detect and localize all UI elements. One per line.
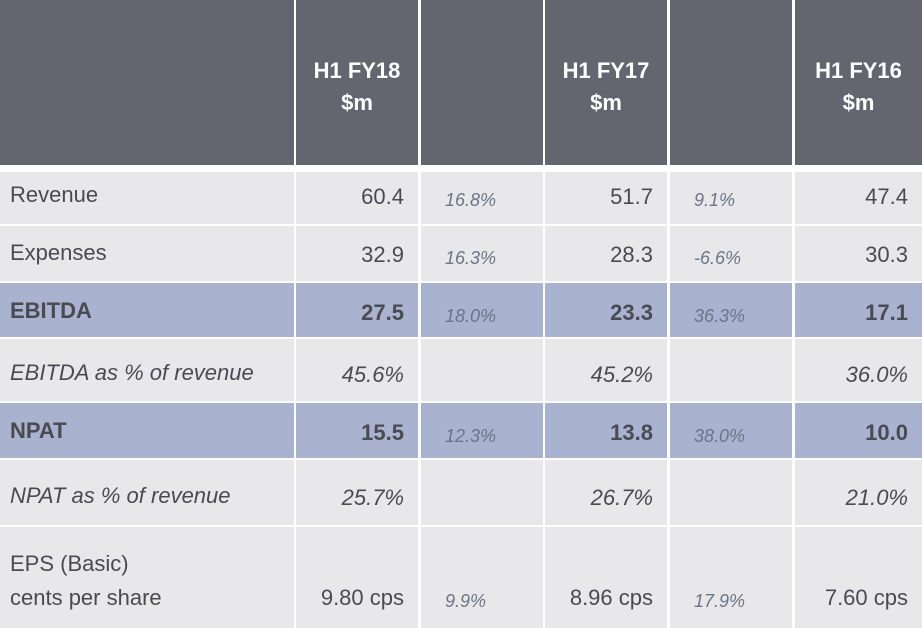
ebitda-fy18-cell: [296, 283, 418, 337]
expenses-fy17-cell: [545, 226, 667, 281]
npat-growth-g17: 38.0%: [694, 426, 746, 446]
eps-label: EPS (Basic) cents per share: [0, 547, 294, 615]
revenue-value-fy16: 47.4: [865, 184, 908, 209]
expenses-label-cell: [0, 226, 294, 281]
header-fy18-cell: H1 FY18 $m: [296, 0, 418, 165]
npat-fy16-cell: [795, 403, 922, 458]
npat-margin-g17-cell: [670, 460, 792, 525]
expenses-value-fy16: 30.3: [865, 242, 908, 267]
npat-fy18-cell: [296, 403, 418, 458]
eps-value-fy18: 9.80 cps: [320, 585, 404, 610]
npat-growth-g18: 12.3%: [445, 426, 497, 446]
npat-margin-fy17-cell: [545, 460, 667, 525]
ebitda-label: EBITDA: [10, 298, 92, 323]
ebitda-margin-fy17-cell: [545, 339, 667, 401]
npat-fy17-cell: [545, 403, 667, 458]
header-fy18-period: H1 FY18: [313, 58, 401, 83]
ebitda-margin-g17-cell: [670, 339, 792, 401]
npat-value-fy16: 10.0: [865, 420, 908, 445]
npat-value-fy18: 15.5: [361, 420, 404, 445]
ebitda-g17-cell: [670, 283, 792, 337]
expenses-value-fy17: 28.3: [610, 242, 653, 267]
expenses-label: Expenses: [10, 240, 107, 265]
revenue-g18-cell: [421, 172, 543, 224]
header-fy16-cell: H1 FY16 $m: [795, 0, 922, 165]
ebitda-fy16-cell: [795, 283, 922, 337]
expenses-g17-cell: [670, 226, 792, 281]
npat-g17-cell: [670, 403, 792, 458]
npat-label-cell: [0, 403, 294, 458]
npat-label: NPAT: [10, 418, 67, 443]
ebitda-growth-g18: 18.0%: [445, 306, 497, 326]
revenue-fy17-cell: [545, 172, 667, 224]
header-growth17-cell: [670, 0, 792, 165]
eps-label-line1: EPS (Basic): [10, 551, 129, 576]
npat-value-fy17: 13.8: [610, 420, 653, 445]
header-fy16-period: H1 FY16: [815, 58, 902, 83]
ebitda-margin-fy18-cell: [296, 339, 418, 401]
ebitda-g18-cell: [421, 283, 543, 337]
eps-label-cell: [0, 527, 294, 628]
ebitda-margin-g18-cell: [421, 339, 543, 401]
eps-growth-g18: 9.9%: [445, 591, 487, 611]
npat-margin-label: NPAT as % of revenue: [10, 483, 231, 508]
header-growth18-cell: [421, 0, 543, 165]
expenses-growth-g18: 16.3%: [445, 248, 497, 268]
eps-growth-g17: 17.9%: [694, 591, 746, 611]
npat-margin-fy16-cell: [795, 460, 922, 525]
header-fy17-unit: $m: [590, 90, 622, 115]
expenses-g18-cell: [421, 226, 543, 281]
npat-margin-g18-cell: [421, 460, 543, 525]
ebitda-margin-fy16-cell: [795, 339, 922, 401]
revenue-growth-g17: 9.1%: [694, 190, 736, 210]
npat-g18-cell: [421, 403, 543, 458]
ebitda-fy17-cell: [545, 283, 667, 337]
npat-margin-value-fy18: 25.7%: [341, 485, 404, 510]
revenue-value-fy18: 60.4: [361, 184, 404, 209]
ebitda-margin-label-cell: [0, 339, 294, 401]
header-fy16-unit: $m: [842, 90, 875, 115]
ebitda-value-fy16: 17.1: [865, 300, 908, 325]
eps-label-line2: cents per share: [10, 585, 162, 610]
revenue-label: Revenue: [10, 182, 99, 207]
ebitda-margin-value-fy18: 45.6%: [341, 362, 404, 387]
ebitda-margin-value-fy17: 45.2%: [590, 362, 653, 387]
expenses-value-fy18: 32.9: [361, 242, 404, 267]
revenue-fy16-cell: [795, 172, 922, 224]
eps-value-fy17: 8.96 cps: [569, 585, 653, 610]
eps-fy16-cell: [795, 527, 922, 628]
header-fy17-cell: H1 FY17 $m: [545, 0, 667, 165]
header-label-cell: [0, 0, 294, 165]
revenue-label-cell: [0, 172, 294, 224]
npat-margin-value-fy17: 26.7%: [590, 485, 653, 510]
ebitda-value-fy18: 27.5: [361, 300, 404, 325]
ebitda-growth-g17: 36.3%: [694, 306, 746, 326]
revenue-fy18-cell: [296, 172, 418, 224]
npat-margin-value-fy16: 21.0%: [845, 485, 908, 510]
eps-g17-cell: [670, 527, 792, 628]
eps-fy18-cell: [296, 527, 418, 628]
ebitda-label-cell: [0, 283, 294, 337]
ebitda-margin-value-fy16: 36.0%: [845, 362, 908, 387]
npat-margin-label-cell: [0, 460, 294, 525]
header-fy17-period: H1 FY17: [562, 58, 650, 83]
header-fy18-unit: $m: [341, 90, 373, 115]
expenses-growth-g17: -6.6%: [694, 248, 742, 268]
expenses-fy16-cell: [795, 226, 922, 281]
revenue-g17-cell: [670, 172, 792, 224]
revenue-value-fy17: 51.7: [610, 184, 653, 209]
eps-g18-cell: [421, 527, 543, 628]
ebitda-margin-label: EBITDA as % of revenue: [10, 360, 254, 385]
ebitda-value-fy17: 23.3: [610, 300, 653, 325]
expenses-fy18-cell: [296, 226, 418, 281]
eps-fy17-cell: [545, 527, 667, 628]
eps-value-fy16: 7.60 cps: [824, 585, 908, 610]
revenue-growth-g18: 16.8%: [445, 190, 497, 210]
npat-margin-fy18-cell: [296, 460, 418, 525]
